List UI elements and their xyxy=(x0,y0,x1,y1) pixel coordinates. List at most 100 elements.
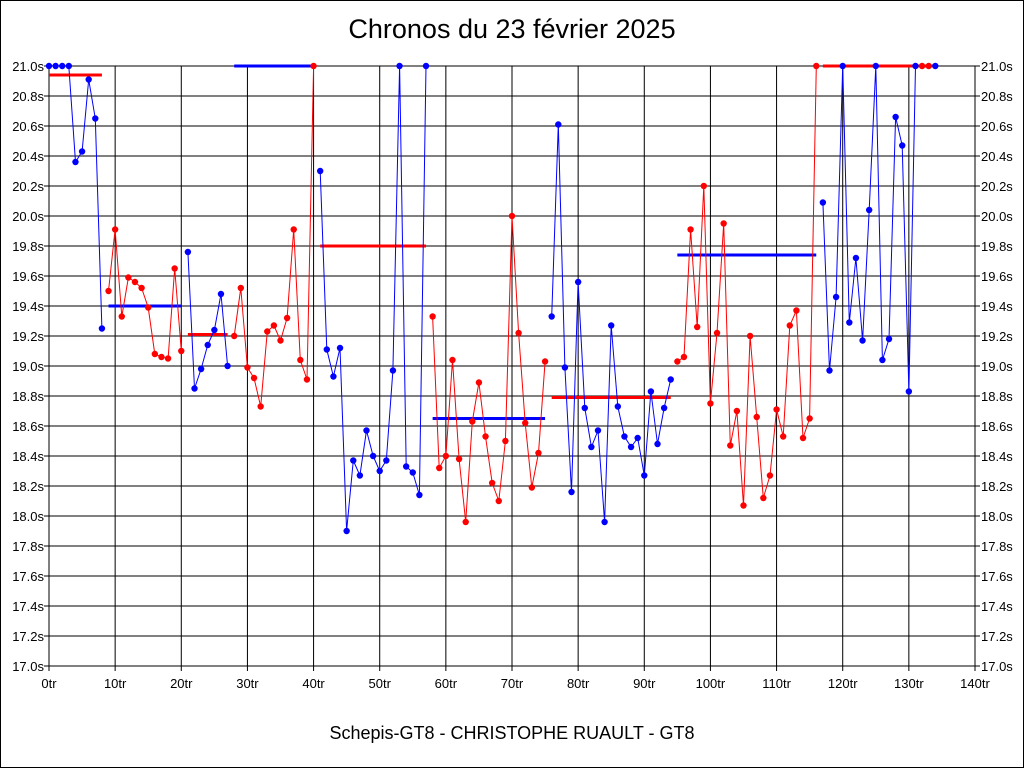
lap-point xyxy=(191,385,198,392)
lap-point xyxy=(680,353,688,361)
x-tick-label: 80tr xyxy=(567,676,590,691)
lap-point xyxy=(588,443,595,451)
y-tick-label-left: 19.4s xyxy=(12,299,44,314)
x-tick-label: 30tr xyxy=(236,676,259,691)
x-tick-label: 0tr xyxy=(41,676,57,691)
lap-point xyxy=(105,287,112,295)
y-tick-label-right: 19.6s xyxy=(981,269,1013,284)
lap-point xyxy=(429,313,436,320)
lap-point xyxy=(541,358,549,365)
lap-point xyxy=(581,404,588,412)
y-tick-label-left: 21.0s xyxy=(12,59,44,74)
y-tick-label-left: 19.8s xyxy=(12,239,44,254)
lap-series xyxy=(674,62,820,509)
y-tick-label-left: 17.6s xyxy=(12,569,44,584)
y-tick-label-right: 19.8s xyxy=(981,239,1013,254)
lap-point xyxy=(244,364,251,371)
lap-point xyxy=(264,328,271,335)
series-line xyxy=(233,65,315,407)
y-tick-label-left: 18.2s xyxy=(12,479,44,494)
lap-point xyxy=(786,322,793,329)
y-tick-label-left: 17.0s xyxy=(12,659,44,674)
y-tick-label-right: 19.2s xyxy=(981,329,1013,344)
y-tick-label-right: 20.4s xyxy=(981,149,1013,164)
y-tick-label-right: 18.6s xyxy=(981,419,1013,434)
lap-point xyxy=(733,407,741,415)
y-tick-label-right: 17.4s xyxy=(981,599,1013,614)
lap-point xyxy=(899,142,906,149)
lap-point xyxy=(422,62,430,70)
lap-point xyxy=(310,62,317,70)
lap-point xyxy=(350,457,357,464)
lap-point xyxy=(528,484,536,491)
lap-point xyxy=(548,313,555,320)
y-tick-label-right: 20.0s xyxy=(981,209,1013,224)
lap-point xyxy=(482,433,489,440)
lap-point xyxy=(654,440,661,448)
lap-point xyxy=(932,62,939,70)
lap-point xyxy=(316,167,324,175)
lap-point xyxy=(859,337,866,344)
grid xyxy=(44,65,980,671)
lap-point xyxy=(918,62,926,70)
lap-point xyxy=(343,527,350,535)
lap-point xyxy=(852,254,860,262)
lap-point xyxy=(65,62,73,70)
lap-point xyxy=(760,494,767,502)
lap-point xyxy=(799,434,807,442)
y-tick-label-left: 18.4s xyxy=(12,449,44,464)
chart-footer: Schepis-GT8 - CHRISTOPHE RUAULT - GT8 xyxy=(329,723,695,743)
y-tick-label-left: 20.8s xyxy=(12,89,44,104)
y-tick-label-right: 20.8s xyxy=(981,89,1013,104)
lap-point xyxy=(178,347,185,355)
lap-point xyxy=(237,284,245,292)
lap-point xyxy=(746,332,754,340)
lap-point xyxy=(52,62,59,70)
lap-point xyxy=(885,335,893,343)
y-tick-label-right: 19.4s xyxy=(981,299,1013,314)
lap-point xyxy=(614,403,622,410)
x-tick-label: 100tr xyxy=(696,676,726,691)
lap-point xyxy=(330,373,337,380)
lap-point xyxy=(363,427,370,434)
x-tick-label: 110tr xyxy=(762,676,791,691)
series-line xyxy=(822,65,916,392)
lap-point xyxy=(59,62,66,70)
x-tick-label: 50tr xyxy=(369,676,392,691)
lap-point xyxy=(720,220,727,227)
lap-point xyxy=(793,307,800,314)
lap-point xyxy=(409,469,416,476)
lap-point xyxy=(488,479,496,487)
lap-point xyxy=(740,502,747,509)
lap-point xyxy=(925,62,932,70)
lap-series xyxy=(231,62,317,410)
lap-point xyxy=(475,379,483,386)
lap-point xyxy=(515,329,522,337)
series-line xyxy=(187,251,229,389)
lap-point xyxy=(647,388,655,395)
lap-point xyxy=(819,199,827,206)
lap-point xyxy=(231,332,238,340)
lap-point xyxy=(700,182,708,190)
lap-point xyxy=(522,419,529,427)
lap-point xyxy=(250,374,258,382)
lap-point xyxy=(389,367,397,374)
lap-point xyxy=(78,148,86,155)
x-tick-label: 120tr xyxy=(828,676,858,691)
y-tick-label-right: 18.2s xyxy=(981,479,1013,494)
lap-point xyxy=(171,265,178,272)
x-tick-label: 10tr xyxy=(104,676,127,691)
lap-point xyxy=(905,388,913,395)
lap-point xyxy=(290,226,297,233)
series-line xyxy=(319,65,427,532)
lap-point xyxy=(641,472,648,479)
y-tick-label-right: 17.6s xyxy=(981,569,1013,584)
y-tick-label-left: 19.6s xyxy=(12,269,44,284)
series-line xyxy=(108,229,182,360)
lap-point xyxy=(98,325,106,332)
lap-point xyxy=(508,212,516,220)
y-tick-label-right: 18.4s xyxy=(981,449,1013,464)
lap-point xyxy=(257,403,264,410)
lap-point xyxy=(667,376,674,383)
